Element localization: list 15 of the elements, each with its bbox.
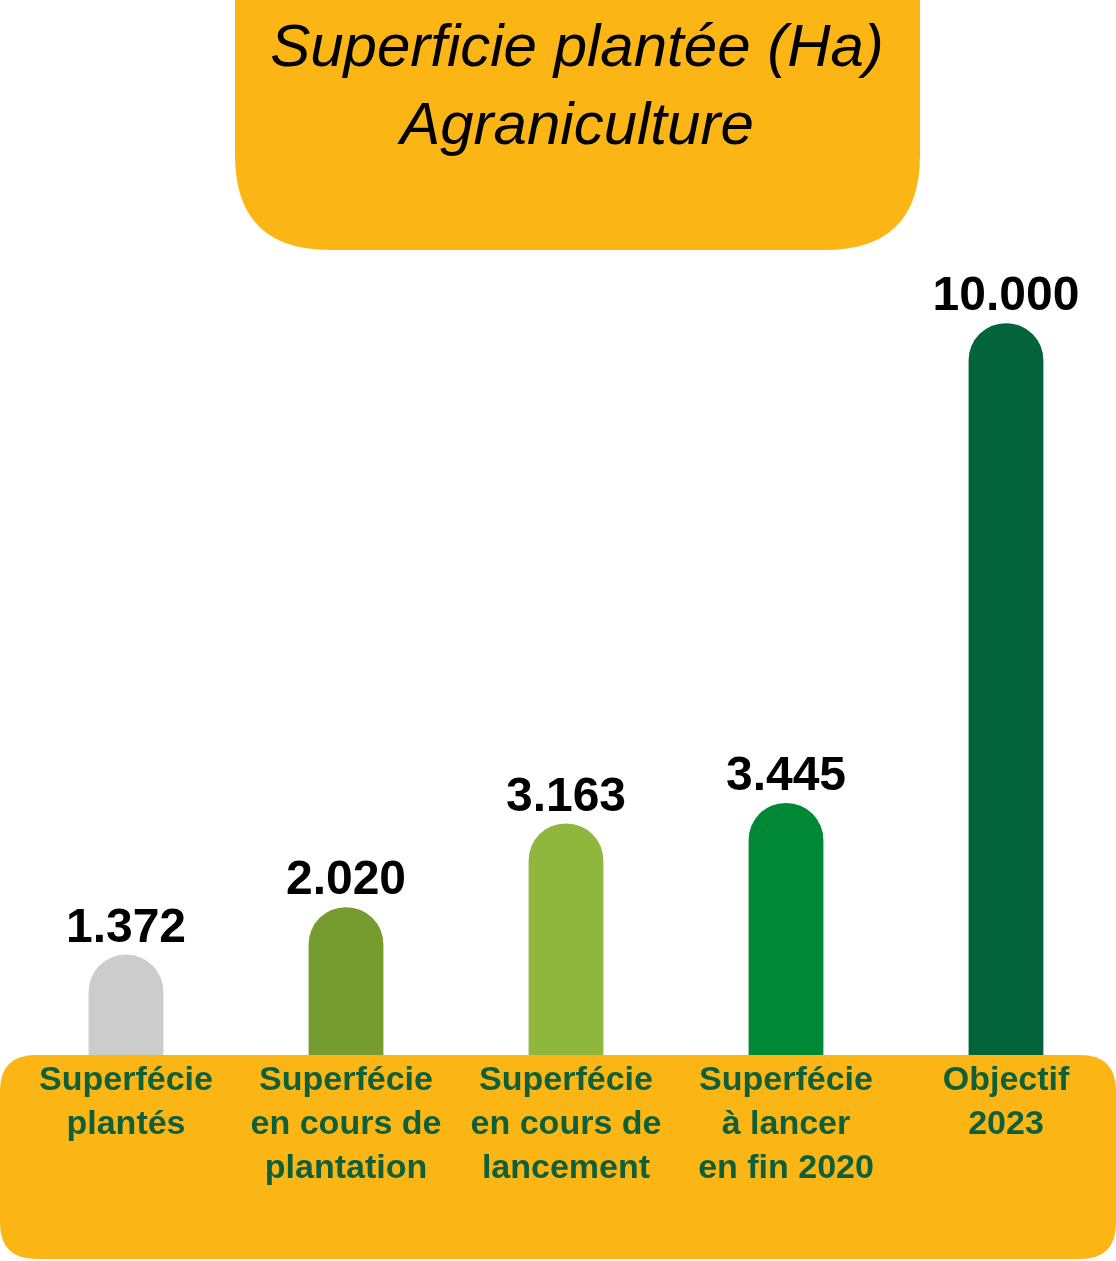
- bar: [748, 802, 824, 1055]
- bar: [528, 823, 604, 1055]
- bar: [308, 907, 384, 1055]
- data-label: 1.372: [65, 898, 187, 952]
- x-tick-label: Superfécie plantés: [39, 1059, 213, 1142]
- bar: [968, 323, 1044, 1055]
- chart-title: Superficie plantée (Ha) Agraniculture: [270, 11, 884, 157]
- x-tick-label: Superfécie en cours de lancement: [470, 1059, 662, 1186]
- x-tick-label: Superfécie à lancer en fin 2020: [698, 1059, 874, 1186]
- x-tick-label: Superfécie en cours de plantation: [250, 1059, 442, 1186]
- data-label: 10.000: [932, 267, 1080, 321]
- data-label: 2.020: [285, 851, 407, 905]
- x-tick-label: Objectif 2023: [942, 1059, 1070, 1142]
- data-label: 3.445: [725, 746, 847, 800]
- data-label: 3.163: [505, 767, 627, 821]
